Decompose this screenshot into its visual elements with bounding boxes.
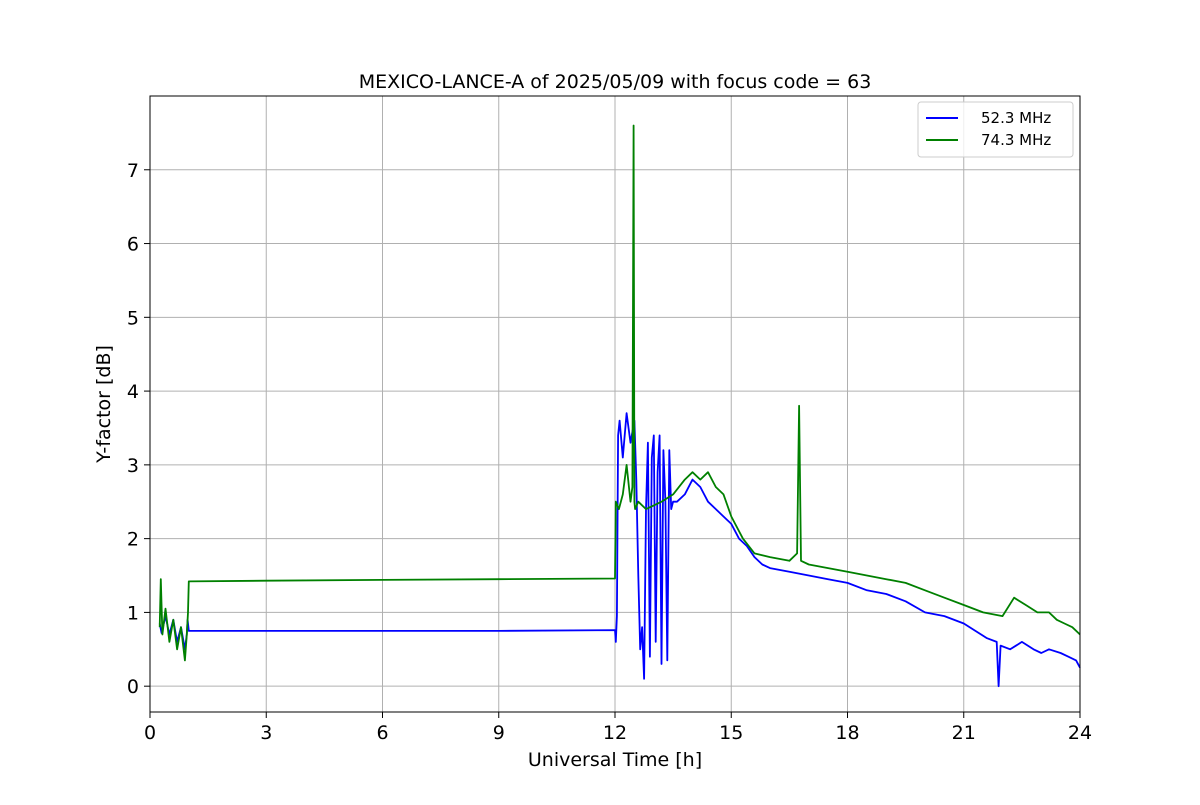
chart-title: MEXICO-LANCE-A of 2025/05/09 with focus … <box>359 71 872 93</box>
grid-lines <box>149 96 1081 712</box>
y-tick-label: 1 <box>127 602 139 624</box>
y-tick-label: 6 <box>127 234 139 256</box>
y-tick-label: 5 <box>127 307 139 329</box>
x-tick-label: 18 <box>835 722 859 744</box>
x-tick-label: 9 <box>493 722 505 744</box>
x-tick-label: 21 <box>952 722 976 744</box>
series-line-74-3-mhz <box>158 124 1081 662</box>
legend-label-74-3-mhz: 74.3 MHz <box>981 131 1051 149</box>
legend-label-52-3-mhz: 52.3 MHz <box>981 109 1051 127</box>
x-tick-label: 0 <box>144 722 156 744</box>
x-axis-label: Universal Time [h] <box>528 749 702 771</box>
legend-box <box>917 101 1074 158</box>
legend: 52.3 MHz 74.3 MHz <box>917 101 1074 158</box>
y-axis-label: Y-factor [dB] <box>93 345 115 464</box>
y-tick-label: 7 <box>127 160 139 182</box>
x-tick-label: 12 <box>603 722 627 744</box>
series-line-52-3-mhz <box>158 412 1081 688</box>
series-lines <box>158 124 1081 688</box>
x-axis-ticks: 0 3 6 9 12 15 18 21 24 <box>144 712 1092 744</box>
y-axis-ticks: 0 1 2 3 4 5 6 7 <box>127 160 150 698</box>
x-tick-label: 6 <box>376 722 388 744</box>
x-tick-label: 15 <box>719 722 743 744</box>
y-tick-label: 4 <box>127 381 139 403</box>
y-tick-label: 3 <box>127 455 139 477</box>
y-tick-label: 0 <box>127 676 139 698</box>
x-tick-label: 3 <box>260 722 272 744</box>
x-tick-label: 24 <box>1068 722 1092 744</box>
y-tick-label: 2 <box>127 529 139 551</box>
